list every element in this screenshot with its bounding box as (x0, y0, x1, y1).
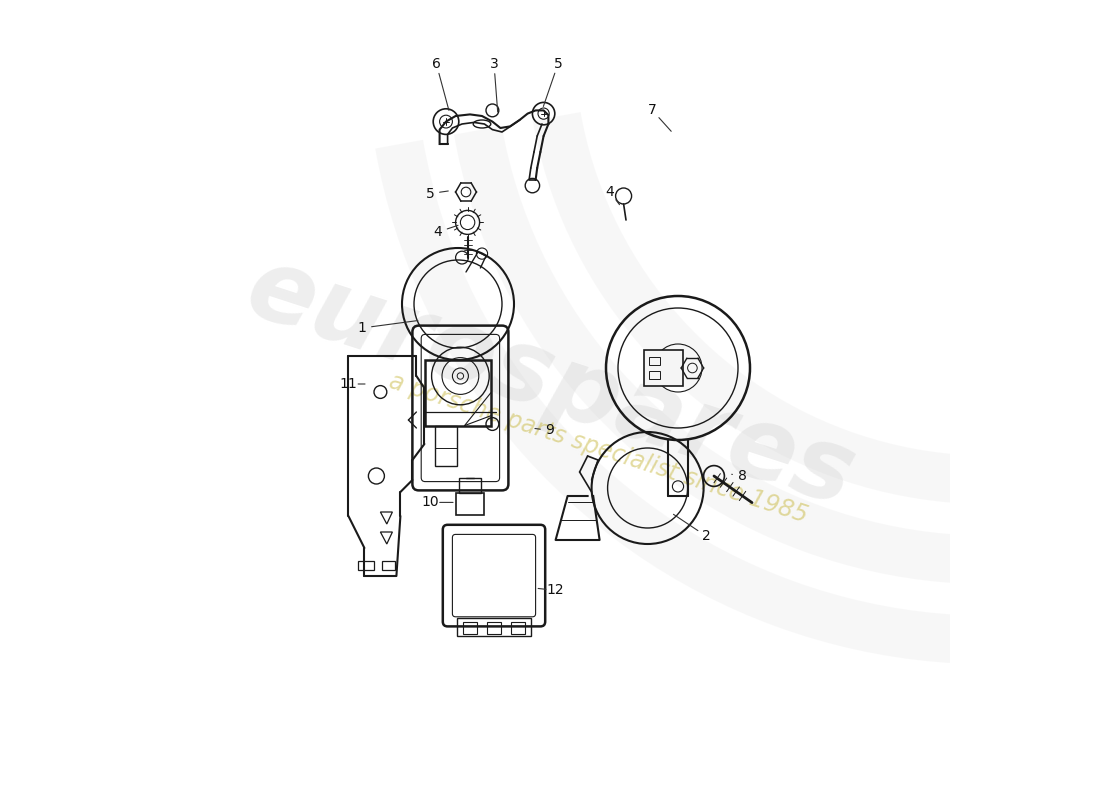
Text: 3: 3 (490, 57, 498, 71)
Bar (382, 561, 395, 570)
Text: 4: 4 (606, 185, 615, 199)
Bar (463, 622, 477, 634)
Text: 4: 4 (433, 225, 442, 239)
Text: 11: 11 (340, 377, 358, 391)
Bar (426, 360, 491, 426)
Bar (649, 371, 660, 379)
Bar (434, 426, 458, 466)
Bar (649, 357, 660, 365)
Text: 12: 12 (547, 583, 564, 598)
Text: 8: 8 (738, 469, 747, 483)
Text: 5: 5 (553, 57, 562, 71)
Bar (510, 622, 525, 634)
Bar (358, 561, 374, 570)
Text: eurospares: eurospares (234, 240, 866, 528)
Text: a porsche parts specialist since 1985: a porsche parts specialist since 1985 (386, 369, 811, 527)
Bar (459, 478, 481, 493)
Text: 6: 6 (432, 57, 441, 71)
Text: 9: 9 (546, 423, 554, 438)
Bar (487, 622, 502, 634)
Text: 7: 7 (648, 103, 657, 118)
Text: 2: 2 (702, 529, 711, 543)
Text: 5: 5 (426, 186, 434, 201)
Bar (455, 493, 484, 515)
Text: 10: 10 (421, 495, 439, 510)
FancyBboxPatch shape (645, 350, 683, 386)
Text: 1: 1 (358, 321, 366, 335)
